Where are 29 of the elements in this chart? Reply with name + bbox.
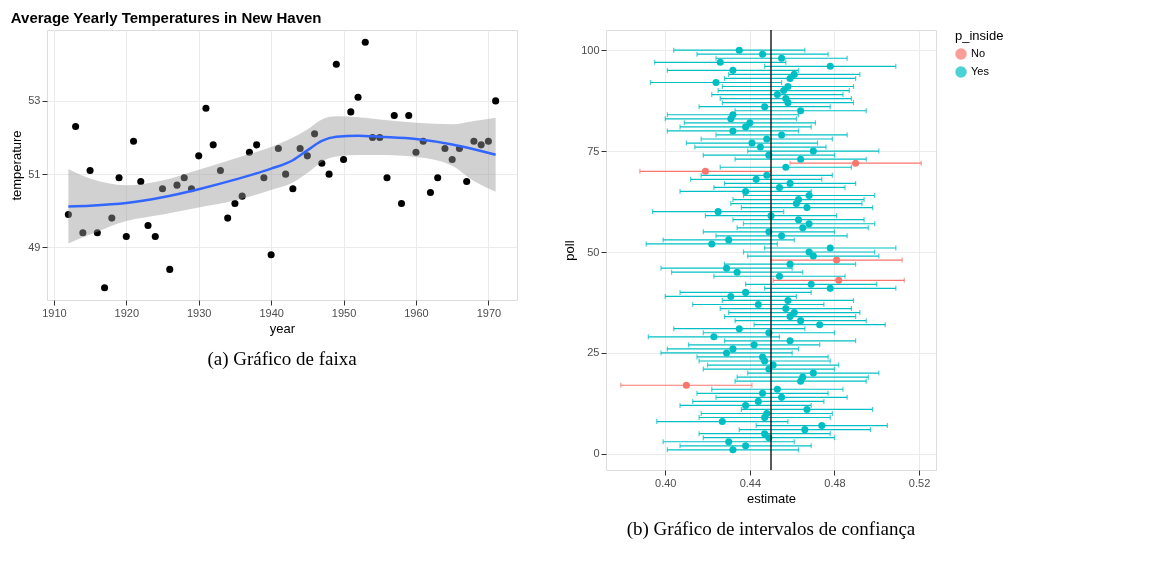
legend-label: No [971,47,986,59]
y-tick-label: 100 [581,43,600,56]
legend-label: Yes [971,65,990,77]
x-tick-label: 0.48 [824,476,846,489]
x-tick-label: 1930 [186,306,212,319]
x-tick-label: 1920 [114,306,140,319]
chart-title: Average Yearly Temperatures in New Haven [10,9,322,26]
x-tick-label: 0.52 [908,476,931,489]
y-tick-label: 0 [593,447,600,460]
y-tick-label: 75 [587,144,600,157]
y-tick-label: 53 [28,94,41,107]
y-axis-title: temperature [9,130,25,201]
x-tick-label: 1950 [331,306,357,319]
x-axis-title: year [269,320,296,336]
legend-title: p_inside [955,28,1004,43]
x-tick-label: 1940 [259,306,284,319]
y-tick-label: 51 [28,167,41,180]
x-tick-label: 1970 [476,306,502,319]
x-tick-label: 0.44 [739,476,762,489]
y-tick-label: 49 [28,240,41,253]
text: (a) Gráfico de faixa [207,348,358,370]
x-tick-label: 1910 [42,306,67,319]
x-tick-label: 1960 [404,306,429,319]
y-axis-title: poll [562,240,578,261]
x-axis-title: estimate [746,490,797,506]
x-tick-label: 0.40 [655,476,677,489]
y-tick-label: 50 [587,245,600,258]
text: (b) Gráfico de intervalos de confiança [626,518,916,540]
y-tick-label: 25 [587,346,600,359]
